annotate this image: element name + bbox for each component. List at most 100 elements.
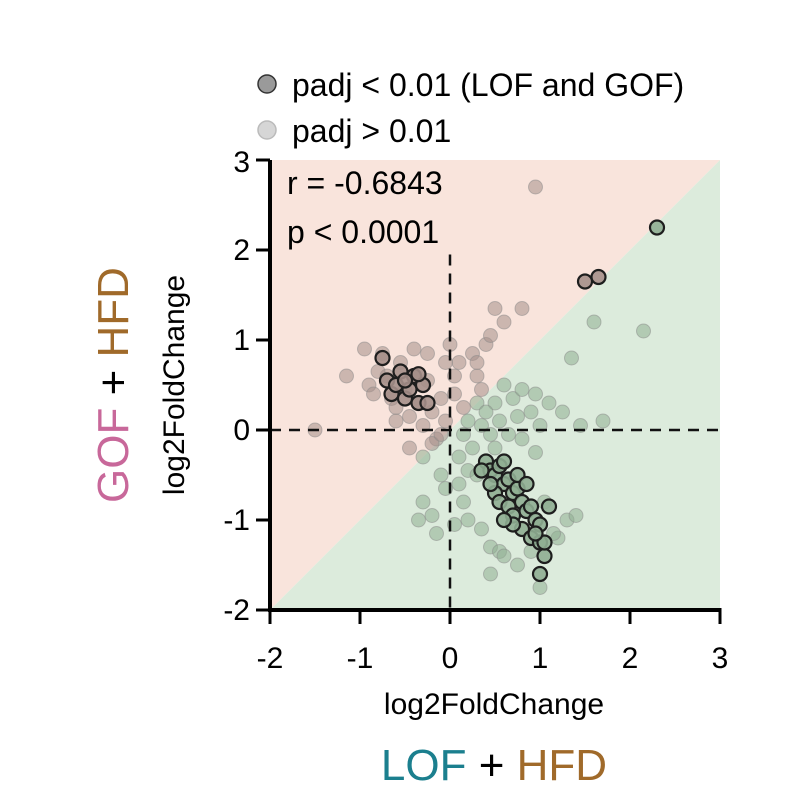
axes bbox=[256, 158, 722, 624]
point-not-significant bbox=[510, 557, 525, 573]
x-axis-label: log2FoldChange bbox=[384, 688, 604, 721]
point-not-significant bbox=[564, 350, 579, 366]
point-not-significant bbox=[514, 382, 530, 397]
point-not-significant bbox=[595, 413, 611, 429]
point-not-significant bbox=[528, 445, 543, 460]
point-not-significant bbox=[415, 494, 431, 510]
x-axis-tick-labels: -2 -1 0 1 2 3 bbox=[257, 642, 729, 675]
hfd-label: HFD bbox=[89, 267, 138, 357]
point-not-significant bbox=[469, 368, 485, 384]
x-condition-label: LOF + HFD bbox=[381, 741, 607, 790]
point-not-significant bbox=[505, 391, 521, 406]
point-significant bbox=[482, 475, 499, 493]
legend-marker-significant bbox=[257, 74, 277, 94]
point-not-significant bbox=[492, 413, 507, 429]
y-tick-label: -2 bbox=[223, 594, 250, 627]
point-not-significant bbox=[483, 328, 498, 343]
point-significant bbox=[473, 462, 490, 479]
point-not-significant bbox=[460, 512, 476, 528]
legend: padj < 0.01 (LOF and GOF) padj > 0.01 bbox=[257, 67, 684, 149]
point-not-significant bbox=[496, 548, 512, 564]
point-not-significant bbox=[636, 323, 651, 339]
x-tick-label: 2 bbox=[622, 642, 639, 675]
point-not-significant bbox=[478, 404, 494, 420]
plus-sign: + bbox=[89, 370, 138, 396]
point-significant bbox=[410, 366, 427, 383]
point-significant bbox=[527, 525, 544, 542]
point-significant bbox=[419, 394, 436, 412]
point-significant bbox=[576, 273, 594, 290]
point-not-significant bbox=[528, 179, 543, 195]
plot-background bbox=[270, 160, 720, 610]
point-significant bbox=[396, 372, 414, 389]
point-not-significant bbox=[474, 382, 489, 397]
point-not-significant bbox=[357, 341, 372, 357]
point-not-significant bbox=[456, 400, 471, 415]
y-axis-label: log2FoldChange bbox=[158, 275, 191, 495]
y-tick-label: -1 bbox=[223, 504, 250, 537]
legend-label-significant: padj < 0.01 (LOF and GOF) bbox=[292, 67, 684, 103]
point-not-significant bbox=[402, 409, 417, 424]
point-significant bbox=[590, 268, 607, 286]
point-not-significant bbox=[510, 409, 525, 424]
point-not-significant bbox=[474, 521, 489, 537]
x-tick-label: 0 bbox=[442, 642, 459, 675]
point-not-significant bbox=[541, 395, 557, 411]
lof-label: LOF bbox=[381, 741, 467, 790]
hfd-label: HFD bbox=[517, 741, 607, 790]
point-not-significant bbox=[496, 377, 512, 393]
gof-label: GOF bbox=[89, 408, 138, 503]
point-not-significant bbox=[388, 413, 404, 429]
point-not-significant bbox=[451, 355, 467, 370]
point-not-significant bbox=[532, 580, 548, 595]
point-not-significant bbox=[366, 386, 381, 402]
point-significant bbox=[518, 475, 535, 493]
point-significant bbox=[648, 219, 666, 236]
point-not-significant bbox=[451, 476, 467, 492]
point-not-significant bbox=[429, 526, 444, 541]
x-tick-label: 3 bbox=[712, 642, 729, 675]
point-not-significant bbox=[483, 566, 498, 582]
point-not-significant bbox=[487, 440, 503, 456]
correlation-p: p < 0.0001 bbox=[287, 214, 439, 250]
point-not-significant bbox=[402, 440, 417, 456]
point-not-significant bbox=[460, 413, 476, 429]
zero-guides bbox=[270, 254, 720, 610]
point-not-significant bbox=[487, 395, 503, 411]
point-not-significant bbox=[433, 467, 449, 483]
point-not-significant bbox=[469, 355, 485, 370]
correlation-r: r = -0.6843 bbox=[287, 165, 443, 201]
y-axis-tick-labels: -2 -1 0 1 2 3 bbox=[223, 146, 250, 627]
point-not-significant bbox=[424, 508, 440, 523]
point-significant bbox=[536, 547, 553, 565]
point-not-significant bbox=[487, 301, 503, 316]
point-not-significant bbox=[456, 494, 471, 510]
legend-label-not-significant: padj > 0.01 bbox=[292, 113, 451, 149]
point-not-significant bbox=[465, 440, 480, 456]
legend-marker-not-significant bbox=[257, 120, 277, 140]
point-not-significant bbox=[555, 404, 570, 420]
point-significant bbox=[531, 565, 549, 583]
point-not-significant bbox=[496, 314, 512, 330]
point-significant bbox=[495, 453, 513, 470]
point-not-significant bbox=[411, 512, 426, 528]
point-not-significant bbox=[514, 431, 530, 447]
point-not-significant bbox=[420, 346, 435, 361]
y-condition-label: GOF + HFD bbox=[89, 267, 138, 503]
point-not-significant bbox=[415, 449, 431, 465]
point-significant bbox=[522, 498, 540, 515]
y-tick-label: 2 bbox=[233, 234, 250, 267]
point-not-significant bbox=[528, 386, 543, 402]
point-not-significant bbox=[339, 368, 354, 384]
point-not-significant bbox=[406, 341, 422, 357]
point-not-significant bbox=[586, 314, 602, 330]
point-not-significant bbox=[424, 436, 440, 451]
x-tick-label: 1 bbox=[532, 642, 549, 675]
point-not-significant bbox=[451, 449, 467, 465]
point-not-significant bbox=[568, 508, 584, 523]
plus-sign: + bbox=[479, 741, 505, 790]
x-tick-label: -1 bbox=[347, 642, 374, 675]
y-tick-label: 3 bbox=[233, 146, 250, 179]
y-tick-label: 0 bbox=[233, 414, 250, 447]
